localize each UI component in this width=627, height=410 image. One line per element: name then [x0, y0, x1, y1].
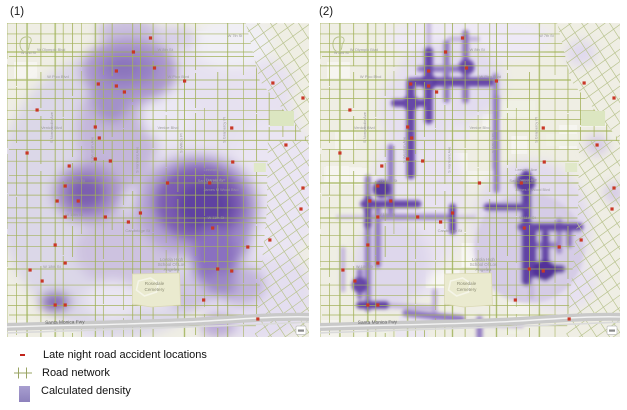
- svg-text:W Olympic Blvd: W Olympic Blvd: [37, 47, 65, 52]
- svg-text:W 8th St: W 8th St: [157, 47, 173, 52]
- svg-text:W 11th St: W 11th St: [519, 216, 536, 220]
- svg-text:Francis Ave: Francis Ave: [206, 178, 226, 182]
- svg-text:W Pico Blvd: W Pico Blvd: [479, 74, 500, 79]
- svg-text:School Of Los: School Of Los: [470, 262, 498, 267]
- svg-text:W Pico Blvd: W Pico Blvd: [168, 74, 190, 79]
- svg-text:S Normandie Ave: S Normandie Ave: [362, 111, 367, 143]
- svg-text:Rosedale: Rosedale: [457, 281, 477, 286]
- svg-text:S Wilton Pl: S Wilton Pl: [179, 133, 184, 153]
- svg-text:S Gramercy Pl: S Gramercy Pl: [222, 117, 227, 143]
- svg-text:Venice Blvd: Venice Blvd: [157, 125, 178, 130]
- svg-text:San Marino St: San Marino St: [509, 178, 535, 183]
- svg-text:Santa Monica Fwy: Santa Monica Fwy: [358, 319, 398, 326]
- svg-text:James M Wood Blvd: James M Wood Blvd: [515, 188, 550, 192]
- svg-text:School Of Los: School Of Los: [158, 262, 186, 267]
- svg-text:Angeles: Angeles: [476, 267, 493, 272]
- svg-text:Cemetery: Cemetery: [145, 287, 166, 292]
- svg-text:W 7th St: W 7th St: [539, 34, 554, 38]
- svg-text:W 2nd St: W 2nd St: [21, 51, 36, 55]
- svg-text:Leeward Ave: Leeward Ave: [204, 168, 226, 172]
- svg-text:W Pico Blvd: W Pico Blvd: [47, 74, 69, 79]
- svg-text:W 15th St: W 15th St: [378, 212, 396, 217]
- svg-text:W 15th St: W 15th St: [67, 178, 85, 183]
- svg-text:S Vermont Ave: S Vermont Ave: [134, 146, 139, 173]
- svg-text:S Wilton Pl: S Wilton Pl: [490, 133, 495, 153]
- svg-text:W Olympic Blvd: W Olympic Blvd: [350, 47, 378, 52]
- svg-text:Rosedale: Rosedale: [145, 281, 165, 286]
- svg-text:S Western Ave: S Western Ave: [402, 136, 407, 163]
- svg-text:San Marino St: San Marino St: [198, 178, 224, 183]
- svg-text:S Vermont Ave: S Vermont Ave: [447, 146, 452, 173]
- svg-text:Venice Blvd: Venice Blvd: [41, 125, 62, 130]
- svg-text:S Western Ave: S Western Ave: [89, 136, 94, 163]
- svg-text:Cambridge St: Cambridge St: [438, 228, 463, 233]
- svg-text:Leeward Ave: Leeward Ave: [515, 168, 537, 172]
- svg-text:Cemetery: Cemetery: [457, 287, 478, 292]
- svg-text:Venice Blvd: Venice Blvd: [354, 125, 375, 130]
- svg-text:Loyola High: Loyola High: [472, 257, 496, 262]
- svg-text:Venice Blvd: Venice Blvd: [470, 125, 491, 130]
- svg-text:W 11th St: W 11th St: [208, 216, 225, 220]
- svg-text:W 15th St: W 15th St: [65, 212, 83, 217]
- svg-text:Santa Monica Fwy: Santa Monica Fwy: [45, 319, 85, 326]
- svg-text:Francis Ave: Francis Ave: [517, 178, 537, 182]
- svg-text:Cambridge St: Cambridge St: [125, 228, 150, 233]
- svg-text:S Normandie Ave: S Normandie Ave: [49, 111, 54, 143]
- svg-text:W Pico Blvd: W Pico Blvd: [360, 74, 381, 79]
- svg-text:W 7th St: W 7th St: [228, 34, 244, 38]
- svg-text:W 18th St: W 18th St: [356, 264, 374, 269]
- svg-text:W 2nd St: W 2nd St: [334, 51, 349, 55]
- svg-text:S Gramercy Pl: S Gramercy Pl: [533, 117, 538, 143]
- svg-text:Loyola High: Loyola High: [160, 257, 184, 262]
- svg-text:Angeles: Angeles: [164, 267, 181, 272]
- svg-text:W 15th St: W 15th St: [380, 178, 398, 183]
- svg-text:W 18th St: W 18th St: [43, 264, 61, 269]
- svg-text:W 8th St: W 8th St: [470, 47, 486, 52]
- svg-text:James M Wood Blvd: James M Wood Blvd: [204, 188, 239, 192]
